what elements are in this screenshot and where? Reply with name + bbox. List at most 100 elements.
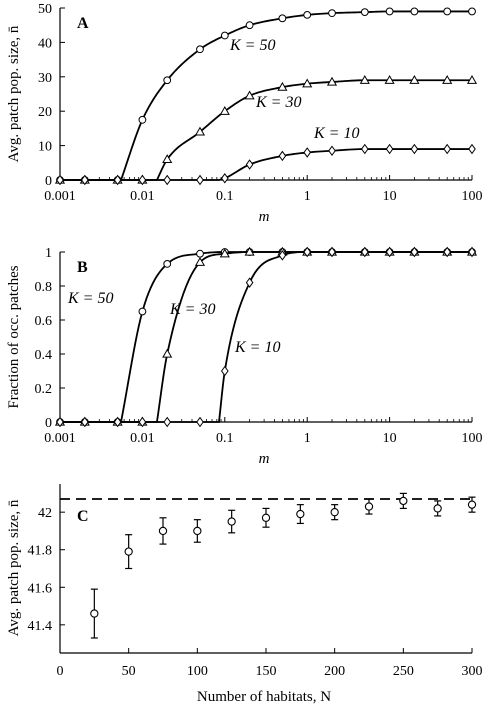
data-point (410, 246, 419, 258)
data-point (219, 105, 230, 115)
data-point (326, 76, 338, 86)
data-point (245, 159, 254, 170)
data-point (467, 500, 477, 509)
data-point (468, 246, 476, 258)
data-point (328, 9, 336, 18)
data-point (56, 174, 64, 186)
data-point (80, 416, 89, 428)
series-label: K = 30 (169, 301, 215, 318)
data-point (219, 248, 230, 258)
x-tick-label: 1 (304, 431, 311, 446)
data-point-group (330, 504, 339, 521)
data-point (410, 143, 419, 155)
y-tick-label: 20 (38, 105, 52, 120)
series-circle: K = 50 (56, 248, 476, 426)
series-label: K = 10 (234, 339, 280, 356)
data-point (303, 10, 312, 19)
data-point (385, 246, 394, 258)
x-tick-label: 0.1 (216, 189, 234, 204)
data-point-group (399, 492, 408, 510)
data-point (385, 143, 394, 155)
y-tick-label: 0 (45, 174, 52, 189)
data-point (162, 348, 173, 358)
data-point (220, 31, 229, 40)
series-line (60, 251, 472, 423)
x-tick-label: 0.01 (130, 431, 155, 446)
y-tick-label: 0 (45, 416, 52, 431)
data-point (56, 416, 64, 428)
x-tick-label: 0 (57, 664, 64, 679)
data-point (364, 502, 374, 511)
data-point (138, 115, 147, 124)
data-point (330, 508, 339, 517)
data-point (410, 7, 419, 16)
data-point (302, 78, 313, 88)
data-point (80, 174, 89, 186)
x-tick-label: 100 (187, 664, 208, 679)
data-point-group (158, 517, 168, 545)
data-point-group (296, 504, 305, 525)
data-point (244, 246, 255, 256)
data-point (384, 75, 395, 84)
panel-b: 0.001 0.01 0.1 1 10 100 0 0.2 0.4 0.6 0.8 1 m Fractio… (6, 246, 483, 467)
data-point (113, 416, 122, 428)
data-point (468, 143, 476, 155)
series-circle: K = 50 (56, 7, 476, 184)
data-point (196, 45, 204, 54)
panel-a: 0.001 0.01 0.1 1 10 100 0 10 20 30 40 50 m Avg. patch… (6, 2, 483, 225)
data-point (442, 75, 453, 84)
y-tick-label: 10 (38, 140, 52, 155)
data-point (124, 547, 133, 556)
x-axis-label: m (259, 209, 270, 225)
x-tick-label: 200 (324, 664, 345, 679)
data-point (227, 517, 236, 526)
series-diamond: K = 10 (56, 125, 476, 186)
data-point (443, 7, 452, 16)
series-diamond: K = 10 (56, 246, 476, 428)
y-tick-label: 42 (38, 506, 52, 521)
data-point (194, 256, 206, 266)
y-tick-label: 50 (38, 2, 52, 17)
series-label: K = 30 (255, 94, 301, 111)
y-axis-label: Fraction of occ. patches (6, 265, 22, 408)
y-tick-label: 30 (38, 71, 52, 86)
y-tick-label: 0.8 (35, 280, 53, 295)
x-tick-label: 1 (304, 189, 311, 204)
series-label: K = 10 (313, 125, 359, 142)
x-tick-label: 100 (462, 189, 483, 204)
data-point (443, 143, 452, 155)
data-point-group (124, 534, 133, 570)
y-tick-label: 41.8 (28, 544, 53, 559)
y-tick-label: 0.4 (35, 348, 53, 363)
data-point (385, 7, 394, 16)
data-point (196, 249, 204, 258)
panel-c: 0 50 100 150 200 250 300 41.4 41.6 41.8 42 Number o… (6, 484, 483, 705)
data-point (113, 174, 122, 186)
series-label: K = 50 (229, 37, 275, 54)
x-tick-label: 250 (393, 664, 414, 679)
data-point (278, 150, 287, 162)
data-point (443, 246, 452, 258)
y-tick-label: 41.4 (28, 619, 53, 634)
data-point (303, 246, 312, 258)
x-tick-label: 0.1 (216, 431, 234, 446)
data-point-group (364, 498, 374, 515)
x-tick-label: 50 (122, 664, 136, 679)
x-tick-label: 10 (383, 431, 397, 446)
data-point (360, 246, 369, 258)
x-axis-label: m (259, 451, 270, 467)
data-point-group (227, 509, 236, 534)
data-point (162, 154, 173, 164)
data-point (163, 174, 172, 186)
data-point (409, 75, 420, 84)
data-point (328, 145, 336, 157)
data-point (278, 250, 287, 261)
x-tick-label: 300 (462, 664, 483, 679)
data-point (138, 307, 147, 316)
series-line (60, 10, 472, 181)
panel-letter-c: C (77, 508, 89, 525)
y-tick-label: 1 (45, 246, 52, 261)
data-point (359, 75, 370, 84)
series-triangle: K = 30 (54, 246, 478, 426)
